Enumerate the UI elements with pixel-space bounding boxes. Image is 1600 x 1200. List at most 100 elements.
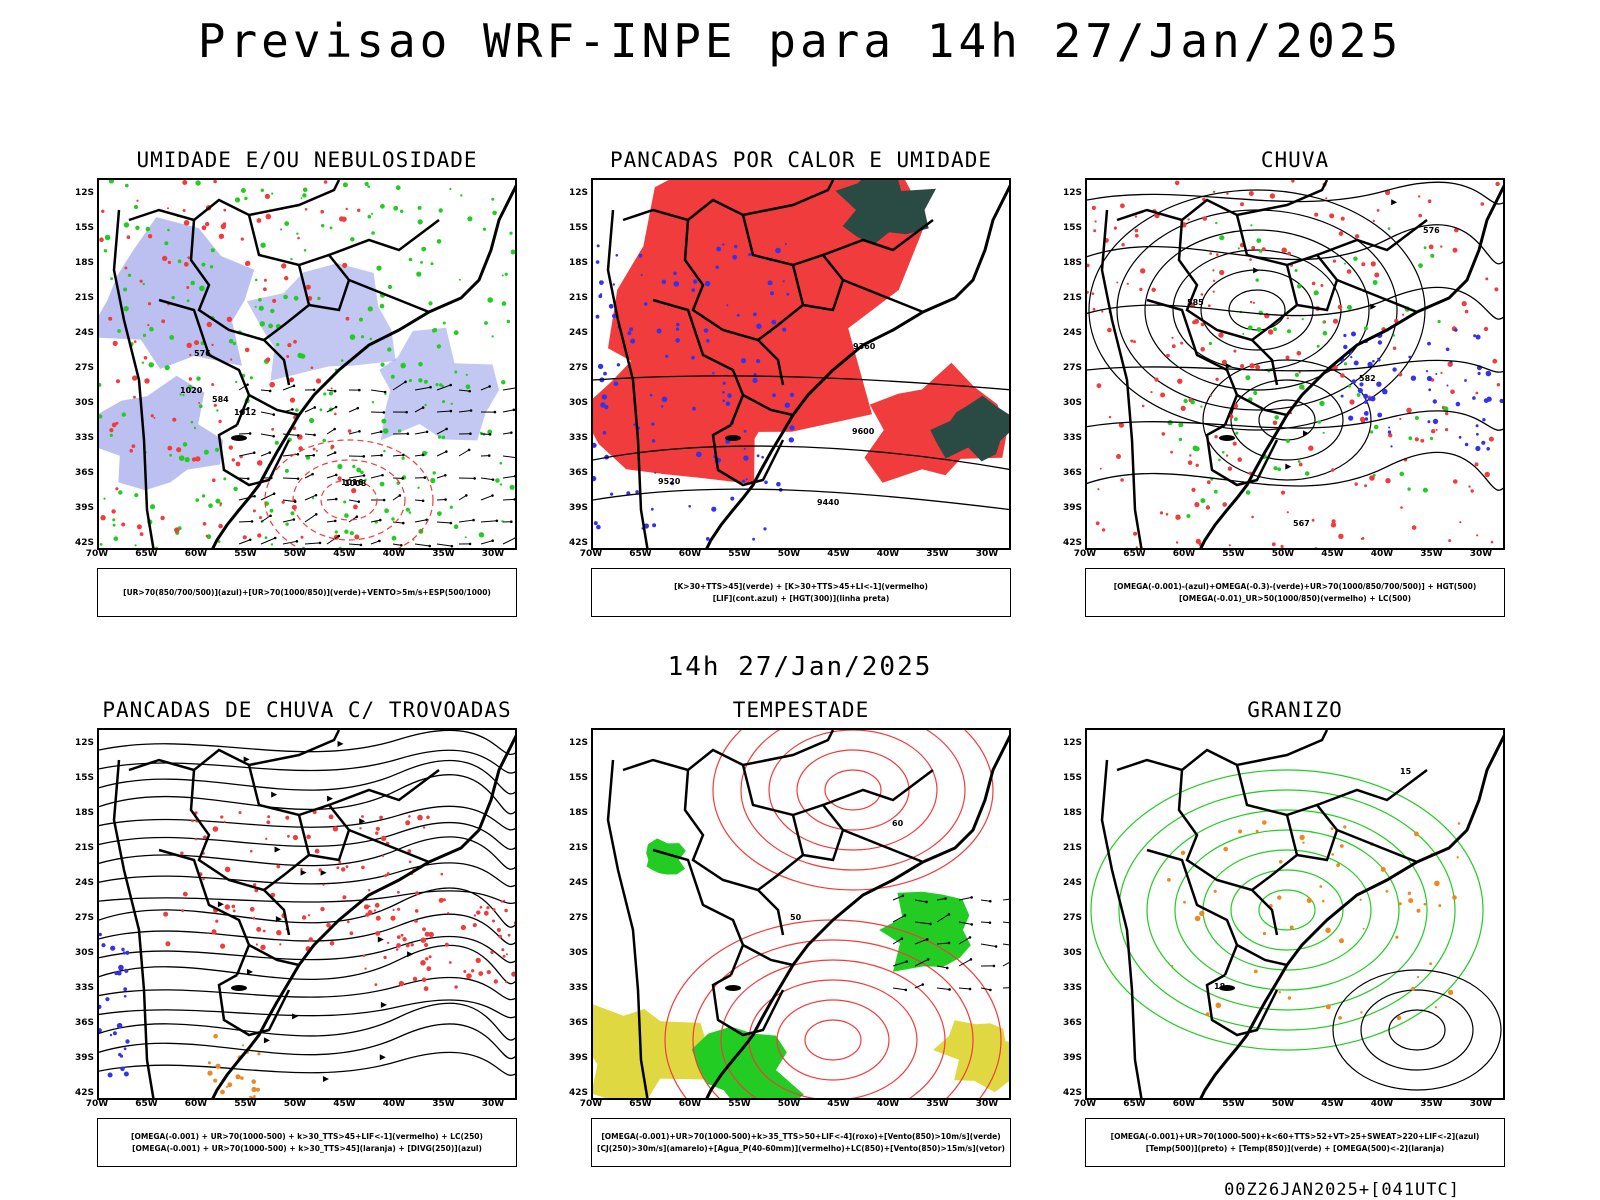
wind-vector [392,543,402,546]
streamline-arrow [1285,463,1292,470]
wind-vector-head [334,497,338,501]
wind-vector-head [513,474,515,478]
moisture-dot [259,516,262,520]
wind-vector-head [378,539,381,543]
moisture-dot [112,518,116,522]
moisture-dot [408,257,413,262]
storm-dot [396,935,401,939]
wind-vector-head [401,521,405,525]
storm-dot [215,1063,221,1069]
wind-vector-head [514,536,515,539]
legend-line: [LIF](cont.azul) + [HGT(300)](linha pret… [712,593,890,603]
hail-dot [1408,898,1414,904]
rain-dot [1448,539,1452,543]
moisture-dot [437,435,442,439]
lat-tick-label: 24S [74,328,94,338]
lat-tick-label: 27S [74,363,94,373]
wind-vector-head [248,432,252,435]
lif-contour [691,355,695,360]
coastline [705,734,1009,1098]
instability-area [835,180,936,245]
wind-vector [326,520,336,523]
moisture-dot [258,298,262,302]
hail-dot [1434,880,1440,887]
wind-vector [282,540,297,545]
moisture-dot [123,306,129,312]
divergence-dot [99,1028,102,1033]
moisture-dot [436,344,442,349]
moisture-dot [284,468,289,473]
border-line [1235,764,1363,842]
streamline [1087,359,1503,373]
contour-line [1332,969,1502,1091]
wind-vector [480,495,493,501]
moisture-dot [169,453,172,457]
lif-contour [651,422,655,426]
legend-line: [OMEGA(-0.001)+UR>70(1000-500)+k<60+TTS>… [1110,1131,1480,1141]
rain-dot [1488,436,1494,442]
rain-dot [1357,387,1363,394]
wind-vector-head [269,514,272,518]
storm-dot [307,914,311,917]
rain-dot [1340,216,1345,221]
wind-vector [348,430,360,435]
border-line [1235,214,1363,292]
rain-dot [1130,339,1134,343]
border-line [1177,769,1279,936]
rain-dot [1464,309,1469,314]
moisture-dot [297,352,303,359]
storm-dot [472,923,477,928]
moisture-dot [199,285,205,292]
border-line [1316,219,1428,257]
moisture-dot [369,337,373,341]
storm-dot [424,942,429,948]
moisture-dot [281,500,285,504]
wind-vector-head [945,966,949,970]
rain-dot [1414,437,1419,442]
wind-vector [238,495,255,501]
lon-tick-label: 65W [1123,549,1146,559]
wind-vector-head [444,498,447,501]
lif-contour [649,393,653,397]
hail-dot [1343,825,1347,829]
moisture-dot [487,297,494,303]
rain-dot [1484,471,1490,478]
border-line [741,214,869,292]
contour-line [1230,869,1344,951]
wind-vector [914,899,927,903]
contour-line [712,730,994,891]
lif-contour [740,358,747,364]
moisture-dot [281,263,287,269]
moisture-dot [334,530,338,534]
divergence-dot [109,1033,113,1037]
moisture-dot [249,376,253,380]
rain-dot [1331,519,1336,524]
rain-dot [1372,219,1375,223]
border-line [128,180,341,222]
wind-vector [282,433,299,436]
border-line [263,814,311,891]
rain-dot [1296,350,1302,356]
moisture-dot [342,182,348,188]
hail-dot [1452,895,1457,900]
wind-vector [304,433,315,436]
storm-dot [240,1076,244,1080]
border-line [158,298,251,426]
moisture-dot [495,478,500,483]
panel-legend: [OMEGA(-0.001) + UR>70(1000-500) + k>30_… [97,1118,517,1167]
hail-dot [1339,938,1344,944]
wind-vector-head [425,430,429,434]
rain-dot [1139,287,1143,292]
moisture-dot [334,412,337,416]
wind-vector-head [292,518,296,521]
storm-dot [285,815,290,820]
lat-tick-label: 30S [1062,398,1082,408]
moisture-dot [153,416,156,419]
storm-dot [163,911,169,917]
lat-tick-label: 15S [74,773,94,783]
wind-vector-head [311,472,314,476]
wind-vector [348,499,359,503]
moisture-dot [144,378,150,384]
moisture-dot [264,536,268,540]
wind-vector-head [903,914,907,917]
